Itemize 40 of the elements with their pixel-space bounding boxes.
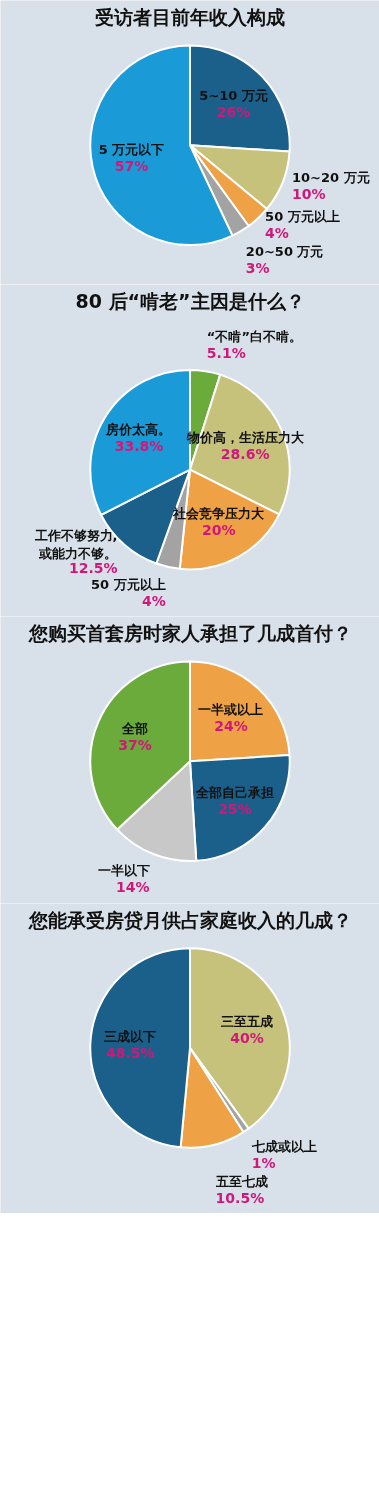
chart-title: 受访者目前年收入构成 — [95, 6, 285, 29]
slice-label: 三至五成 — [220, 1013, 273, 1029]
slice-label: 五至七成 — [214, 1173, 268, 1189]
slice-label: 三成以下 — [104, 1029, 157, 1045]
chart-title: 您能承受房贷月供占家庭收入的几成？ — [27, 909, 352, 932]
data-label: 10% — [292, 185, 326, 202]
slice-label: 工作不够努力,或能力不够。 — [33, 527, 118, 562]
data-label: 10.5% — [215, 1189, 265, 1206]
slice-label: 全部自己承担 — [194, 784, 274, 800]
data-label: 24% — [214, 717, 248, 734]
data-label: 57% — [114, 158, 149, 175]
data-label: 1% — [251, 1154, 276, 1171]
chart-title: 您购买首套房时家人承担了几成首付？ — [27, 622, 352, 645]
data-label: 14% — [116, 879, 150, 896]
data-label: 5.1% — [206, 345, 246, 362]
slice-label: 5~10 万元 — [199, 88, 268, 104]
slice-label: “不啃”白不啃。 — [206, 329, 302, 345]
slice-label: 一半以下 — [97, 863, 150, 879]
slice-label: 50 万元以上 — [91, 576, 166, 592]
data-label: 12.5% — [68, 559, 118, 576]
data-label: 4% — [265, 225, 289, 242]
data-label: 37% — [118, 737, 152, 754]
slice-label: 房价太高。 — [105, 422, 172, 438]
data-label: 28.6% — [220, 446, 270, 463]
chart-title: 80 后“啃老”主因是什么？ — [75, 290, 305, 313]
slice-label: 全部 — [121, 721, 149, 737]
slice-label: 5 万元以下 — [98, 142, 165, 158]
data-label: 33.8% — [114, 438, 164, 455]
slice-label: 10~20 万元 — [292, 169, 370, 185]
slice-label: 一半或以上 — [198, 701, 264, 717]
data-label: 3% — [245, 260, 270, 277]
slice-label: 20~50 万元 — [245, 244, 324, 260]
slice-label: 七成或以上 — [250, 1138, 317, 1154]
data-label: 4% — [141, 592, 166, 609]
data-label: 20% — [202, 522, 236, 539]
data-label: 25% — [218, 800, 252, 817]
data-label: 48.5% — [105, 1045, 155, 1062]
data-label: 26% — [216, 104, 251, 121]
data-label: 40% — [230, 1029, 264, 1046]
slice-label: 50 万元以上 — [265, 209, 340, 225]
